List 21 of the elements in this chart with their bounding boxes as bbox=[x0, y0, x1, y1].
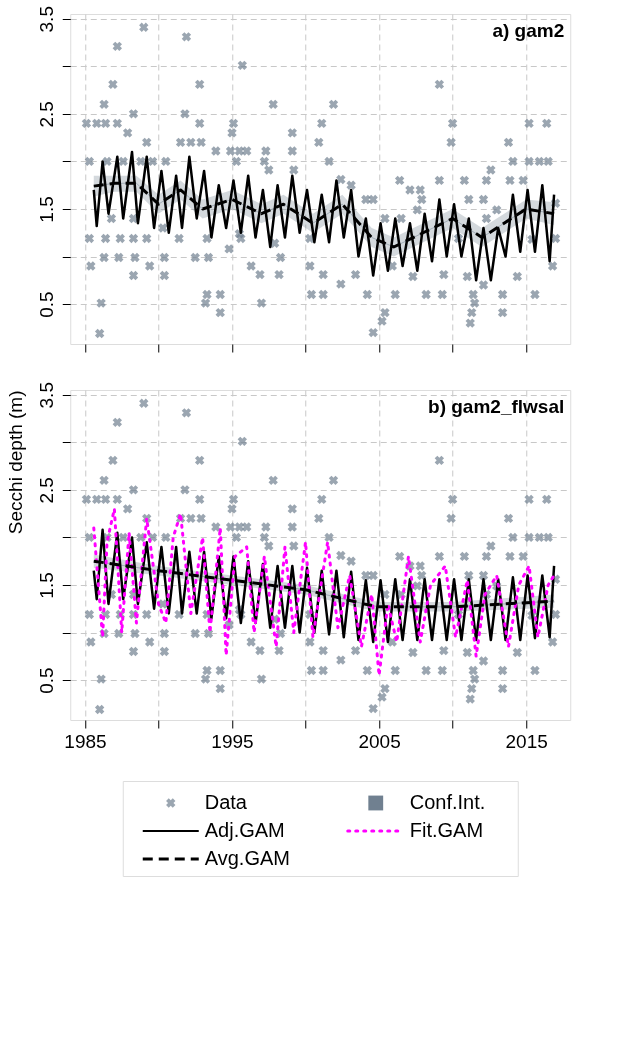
x-tick-label: 2015 bbox=[505, 730, 548, 752]
legend-label: Conf.Int. bbox=[409, 791, 486, 813]
legend-label: Fit.GAM bbox=[409, 819, 484, 841]
chart-title: b) gam2_flwsal bbox=[428, 396, 565, 417]
y-tick-label: 2.5 bbox=[35, 101, 57, 128]
y-tick-label: 0.5 bbox=[35, 667, 57, 694]
x-tick-label: 1985 bbox=[64, 730, 107, 752]
y-tick-label: 2.5 bbox=[35, 477, 57, 504]
y-tick-label: 0.5 bbox=[35, 291, 57, 318]
line-series bbox=[92, 150, 556, 282]
y-tick-label: 1.5 bbox=[35, 196, 57, 223]
y-tick-label: 1.5 bbox=[35, 572, 57, 599]
legend-label: Adj.GAM bbox=[204, 819, 285, 841]
x-tick-label: 1995 bbox=[211, 730, 254, 752]
y-tick-label: 3.5 bbox=[35, 382, 57, 409]
chart-title: a) gam2 bbox=[492, 20, 565, 41]
legend-label: Data bbox=[204, 791, 248, 813]
legend-label: Avg.GAM bbox=[204, 847, 290, 869]
y-tick-label: 3.5 bbox=[35, 6, 57, 33]
y-axis-title: Secchi depth (m) bbox=[4, 390, 26, 535]
x-tick-label: 2005 bbox=[358, 730, 401, 752]
